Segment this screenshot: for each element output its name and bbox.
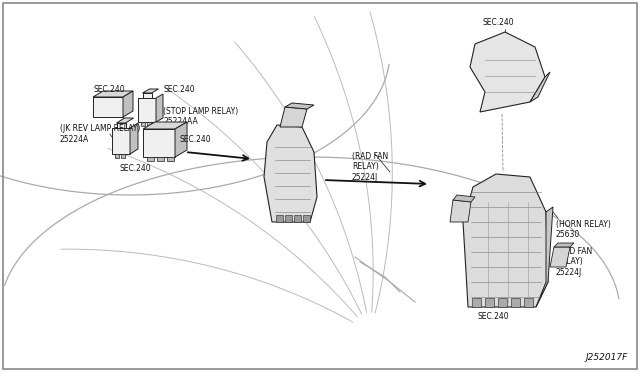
Polygon shape — [285, 215, 292, 222]
Polygon shape — [498, 298, 507, 307]
Text: (RAD FAN
RELAY)
25224J: (RAD FAN RELAY) 25224J — [556, 247, 592, 277]
Polygon shape — [138, 98, 156, 122]
Polygon shape — [116, 118, 134, 123]
Polygon shape — [175, 122, 187, 157]
Polygon shape — [116, 123, 125, 128]
Polygon shape — [143, 93, 152, 98]
Polygon shape — [147, 122, 151, 126]
Polygon shape — [167, 157, 174, 161]
Text: (HORN RELAY)
25630: (HORN RELAY) 25630 — [556, 220, 611, 240]
Polygon shape — [121, 154, 125, 158]
Text: (JK REV LAMP RELAY)
25224A: (JK REV LAMP RELAY) 25224A — [60, 124, 140, 144]
Polygon shape — [112, 128, 130, 154]
Polygon shape — [143, 122, 187, 129]
Text: (STOP LAMP RELAY)
25224AA: (STOP LAMP RELAY) 25224AA — [163, 107, 238, 126]
Polygon shape — [463, 174, 548, 307]
Polygon shape — [524, 298, 533, 307]
Polygon shape — [143, 89, 159, 93]
Polygon shape — [472, 298, 481, 307]
Polygon shape — [157, 157, 164, 161]
Text: SEC.240: SEC.240 — [93, 85, 125, 94]
Polygon shape — [115, 154, 119, 158]
Polygon shape — [276, 215, 283, 222]
Polygon shape — [93, 91, 133, 97]
Polygon shape — [485, 298, 494, 307]
Polygon shape — [264, 125, 317, 222]
Polygon shape — [141, 122, 145, 126]
Text: SEC.240: SEC.240 — [180, 135, 212, 144]
Polygon shape — [554, 243, 574, 247]
Text: SEC.240: SEC.240 — [163, 85, 195, 94]
Polygon shape — [285, 103, 314, 109]
Polygon shape — [550, 247, 570, 267]
Polygon shape — [511, 298, 520, 307]
Polygon shape — [280, 107, 307, 127]
Polygon shape — [536, 207, 553, 307]
Polygon shape — [530, 72, 550, 102]
Text: SEC.240: SEC.240 — [120, 164, 152, 173]
Polygon shape — [303, 215, 310, 222]
Text: SEC.240: SEC.240 — [477, 312, 509, 321]
Polygon shape — [123, 91, 133, 117]
Polygon shape — [156, 94, 163, 122]
Polygon shape — [453, 195, 475, 202]
Polygon shape — [93, 97, 123, 117]
Text: SEC.240: SEC.240 — [482, 18, 514, 27]
Polygon shape — [143, 129, 175, 157]
Polygon shape — [294, 215, 301, 222]
Text: (RAD FAN
RELAY)
25224J: (RAD FAN RELAY) 25224J — [352, 152, 388, 182]
Polygon shape — [450, 200, 471, 222]
Polygon shape — [130, 123, 138, 154]
Polygon shape — [147, 157, 154, 161]
Polygon shape — [470, 32, 545, 112]
Text: J252017F: J252017F — [586, 353, 628, 362]
